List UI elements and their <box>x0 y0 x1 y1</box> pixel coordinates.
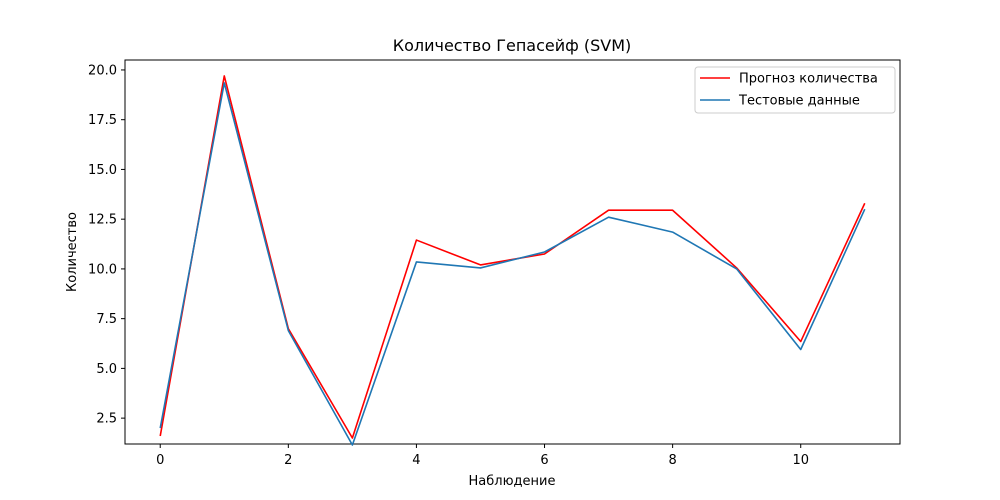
legend: Прогноз количества Тестовые данные <box>694 66 896 114</box>
y-tick-label: 20.0 <box>88 63 117 78</box>
x-tick-label: 0 <box>156 453 164 468</box>
legend-label-2: Тестовые данные <box>738 94 860 109</box>
y-tick-label: 5.0 <box>96 362 117 377</box>
x-tick-label: 4 <box>412 453 420 468</box>
legend-box <box>694 66 896 114</box>
x-tick-label: 6 <box>540 453 548 468</box>
chart-title: Количество Гепасейф (SVM) <box>393 36 632 55</box>
series-line-2 <box>159 82 866 446</box>
x-axis: 0 2 4 6 8 10 <box>156 444 809 468</box>
y-tick-label: 10.0 <box>88 262 117 277</box>
y-tick-label: 15.0 <box>88 163 117 178</box>
x-axis-label: Наблюдение <box>469 474 556 489</box>
plot-area <box>124 59 901 445</box>
x-tick-label: 10 <box>792 453 809 468</box>
series-lines <box>159 75 866 446</box>
y-tick-label: 12.5 <box>88 213 117 228</box>
y-tick-label: 17.5 <box>88 113 117 128</box>
y-axis-label: Количество <box>65 212 80 292</box>
y-axis: 2.5 5.0 7.5 10.0 12.5 15.0 17.5 20.0 <box>88 63 125 427</box>
legend-label-1: Прогноз количества <box>739 72 878 87</box>
y-tick-label: 2.5 <box>96 412 117 427</box>
x-tick-label: 2 <box>284 453 292 468</box>
y-tick-label: 7.5 <box>96 312 117 327</box>
x-tick-label: 8 <box>668 453 676 468</box>
